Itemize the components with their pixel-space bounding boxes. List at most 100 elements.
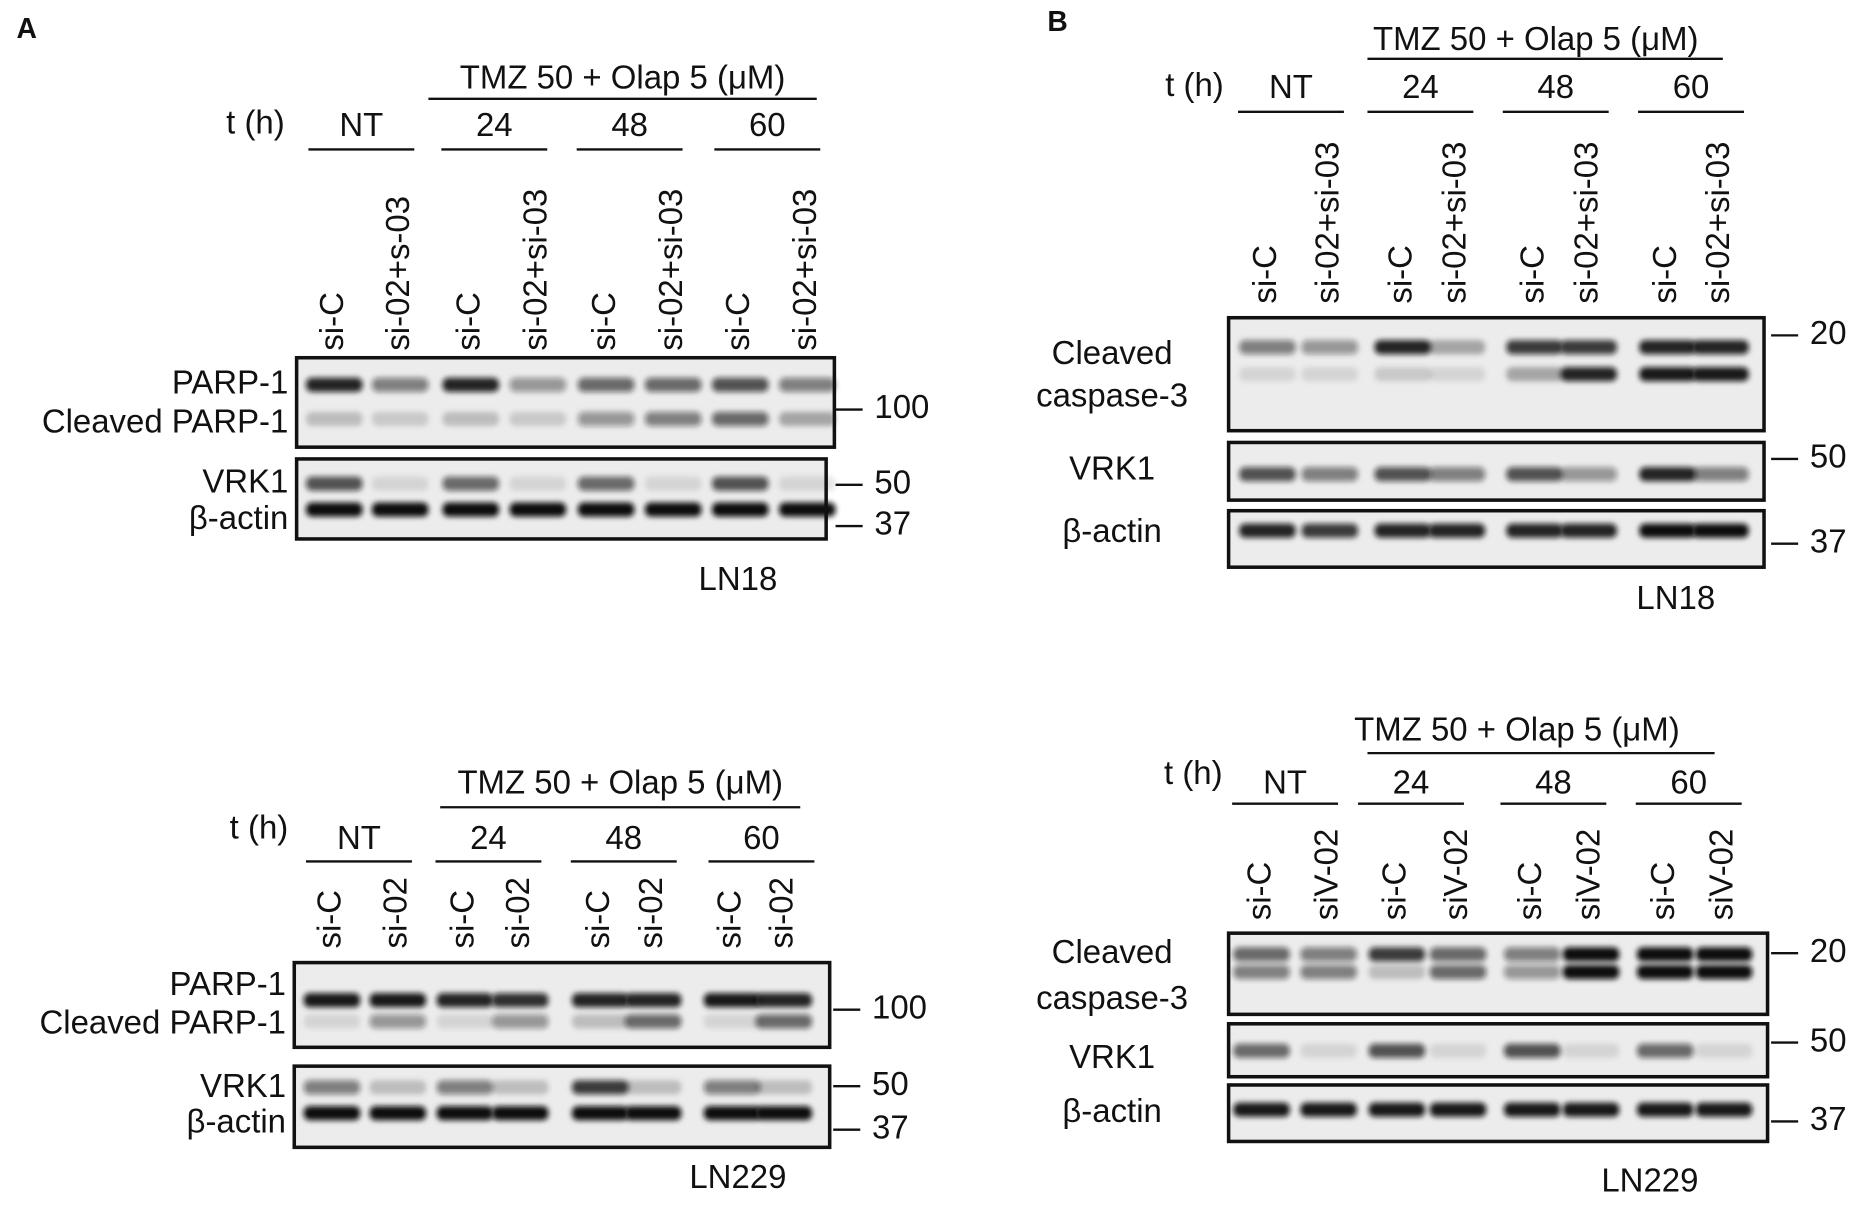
lane-label: siV-02: [1307, 829, 1344, 921]
band: [303, 1014, 361, 1029]
lane-label: si-C: [313, 292, 350, 351]
band: [1562, 1043, 1620, 1058]
treatment-label: TMZ 50 + Olap 5 (μM): [1373, 20, 1699, 57]
band: [755, 1080, 813, 1095]
band: [1301, 467, 1359, 482]
band: [1503, 1043, 1561, 1058]
band: [306, 377, 363, 392]
band: [1562, 947, 1620, 962]
cell-line-label: LN18: [699, 560, 778, 597]
band: [1368, 964, 1426, 980]
band: [1506, 340, 1563, 355]
band: [1639, 523, 1696, 538]
band: [1639, 367, 1696, 382]
marker-label: 37: [1810, 522, 1847, 559]
cell-line-label: LN18: [1636, 579, 1715, 616]
band: [1503, 947, 1561, 962]
band: [624, 1080, 682, 1095]
group-label: NT: [1263, 764, 1307, 801]
lane-label: siV-02: [1703, 829, 1740, 921]
marker-label: 50: [1810, 438, 1847, 475]
group-label: 24: [476, 106, 513, 143]
lane-label: si-C: [1240, 862, 1277, 921]
group-label: 24: [470, 819, 507, 856]
group-label: NT: [339, 106, 383, 143]
band: [1503, 964, 1561, 980]
band: [779, 502, 836, 517]
band: [1636, 1102, 1694, 1117]
lane-label: si-02: [762, 877, 799, 948]
band: [1560, 340, 1617, 355]
band: [1562, 964, 1620, 980]
band: [1301, 523, 1359, 538]
band: [1233, 964, 1290, 980]
band: [571, 1106, 629, 1121]
cell-line-label: LN229: [1601, 1161, 1698, 1198]
band: [1429, 964, 1487, 980]
band: [371, 411, 429, 426]
row-label: caspase-3: [1036, 376, 1188, 413]
band: [1374, 340, 1432, 355]
blot-frame: [294, 355, 837, 449]
band: [509, 502, 567, 517]
band: [1695, 1043, 1753, 1058]
band: [1233, 1102, 1290, 1117]
band: [442, 476, 500, 491]
lane-label: si-C: [1513, 245, 1550, 304]
row-label: β-actin: [1062, 512, 1162, 549]
band: [436, 1080, 494, 1095]
band: [1560, 367, 1617, 382]
row-label: Cleaved: [1052, 334, 1173, 371]
lane-label: si-02+si-03: [786, 189, 823, 351]
band: [1368, 947, 1426, 962]
band: [644, 476, 702, 491]
lane-label: si-C: [711, 890, 748, 949]
band: [1428, 340, 1486, 355]
blot-frame: [1226, 508, 1766, 569]
band: [1429, 1043, 1487, 1058]
band: [1506, 467, 1563, 482]
treatment-label: TMZ 50 + Olap 5 (μM): [460, 59, 786, 96]
band: [306, 476, 363, 491]
marker-label: 37: [872, 1108, 909, 1145]
cell-line-label: LN229: [689, 1158, 786, 1195]
blot-frame: [292, 1064, 832, 1150]
lane-label: si-C: [449, 292, 486, 351]
row-label: β-actin: [189, 499, 289, 536]
band: [1636, 1043, 1694, 1058]
band: [1692, 523, 1749, 538]
band: [1428, 523, 1486, 538]
band: [1374, 523, 1432, 538]
band: [1428, 467, 1486, 482]
lane-label: si-C: [1646, 245, 1683, 304]
band: [624, 1014, 682, 1029]
group-label: NT: [337, 819, 381, 856]
band: [703, 1080, 761, 1095]
group-label: 48: [1535, 764, 1572, 801]
band: [577, 377, 635, 392]
band: [436, 1014, 494, 1029]
band: [1506, 523, 1563, 538]
marker-label: 100: [874, 388, 929, 425]
marker-label: 100: [872, 988, 927, 1025]
group-label: 48: [605, 819, 642, 856]
band: [1695, 1102, 1753, 1117]
lane-label: si-C: [1246, 245, 1283, 304]
band: [303, 993, 361, 1008]
band: [1374, 467, 1432, 482]
band: [1560, 523, 1617, 538]
lane-label: si-C: [1511, 862, 1548, 921]
group-label: 24: [1393, 764, 1430, 801]
row-label: β-actin: [1062, 1092, 1162, 1129]
row-label: VRK1: [202, 462, 288, 499]
band: [1429, 1102, 1487, 1117]
band: [371, 476, 429, 491]
panel-label: A: [17, 12, 37, 44]
band: [1239, 340, 1296, 355]
band: [1301, 367, 1359, 382]
band: [442, 377, 500, 392]
treatment-label: TMZ 50 + Olap 5 (μM): [457, 764, 783, 801]
band: [436, 1106, 494, 1121]
group-label: 48: [1537, 68, 1574, 105]
